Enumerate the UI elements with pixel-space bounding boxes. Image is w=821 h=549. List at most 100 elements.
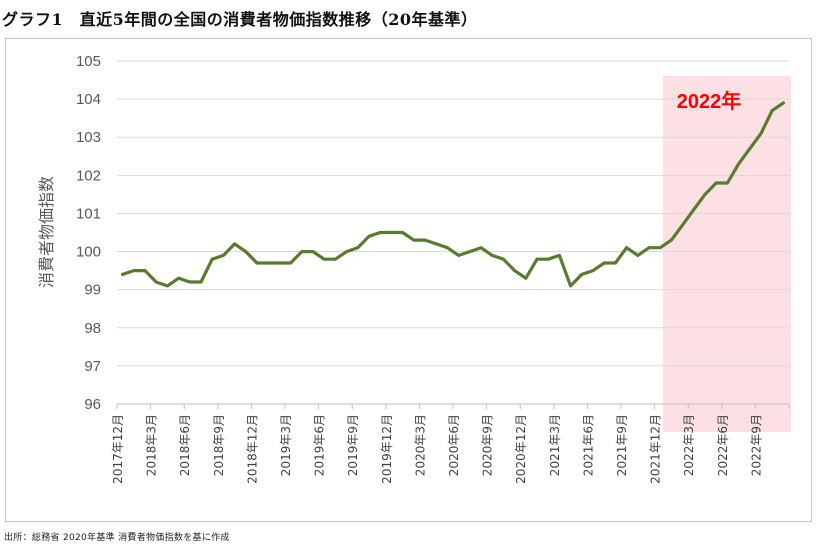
data-point: [199, 280, 203, 284]
cpi-series-line: [120, 101, 786, 288]
data-point: [457, 253, 460, 257]
data-point: [737, 162, 740, 166]
data-point: [244, 250, 248, 253]
data-point: [490, 253, 494, 257]
data-point: [177, 276, 181, 280]
data-point: [121, 273, 124, 276]
data-point: [154, 280, 158, 284]
x-tick-label: 2022年6月: [716, 414, 730, 476]
series-layer: [120, 101, 786, 288]
data-point: [636, 253, 640, 257]
x-tick-label: 2021年12月: [649, 414, 663, 484]
data-point: [647, 246, 651, 250]
data-point: [188, 280, 192, 284]
data-point: [334, 257, 337, 261]
highlight-label: 2022年: [677, 89, 742, 113]
data-point: [546, 257, 550, 261]
data-point: [401, 231, 404, 234]
data-point: [625, 246, 628, 250]
x-tick-label: 2018年9月: [212, 414, 226, 476]
data-point: [670, 238, 673, 242]
x-tick-label: 2021年9月: [615, 414, 629, 476]
data-point: [759, 132, 763, 135]
data-point: [468, 250, 472, 253]
x-tick-label: 2021年3月: [548, 414, 562, 476]
label-layer: 2022年: [677, 89, 742, 113]
data-point: [289, 261, 292, 265]
data-point: [558, 253, 561, 257]
highlight-region-2022: [662, 76, 791, 432]
data-point: [390, 231, 393, 234]
data-point: [658, 246, 662, 250]
x-tick-label: 2020年12月: [514, 414, 528, 484]
data-point: [591, 269, 595, 273]
data-point: [166, 284, 169, 288]
y-axis-label: 消費者物価指数: [37, 176, 56, 288]
data-point: [681, 223, 684, 227]
x-tick-label: 2019年9月: [346, 414, 360, 476]
x-tick-label: 2019年6月: [313, 414, 327, 476]
chart-title: グラフ1 直近5年間の全国の消費者物価指数推移（20年基準）: [2, 10, 478, 29]
y-tick-label: 99: [84, 282, 101, 299]
data-point: [345, 250, 348, 253]
data-point: [233, 242, 237, 246]
data-point: [423, 238, 427, 242]
y-tick-label: 103: [76, 129, 101, 146]
y-tick-label: 96: [84, 396, 101, 413]
data-point: [311, 250, 315, 253]
data-point: [726, 181, 729, 185]
data-point: [412, 238, 416, 242]
data-point: [322, 257, 326, 261]
data-point: [513, 269, 516, 273]
data-point: [210, 257, 214, 261]
x-tick-label: 2020年6月: [447, 414, 461, 476]
x-tick-label: 2019年12月: [380, 414, 394, 484]
data-point: [255, 261, 259, 265]
data-point: [714, 181, 718, 185]
data-point: [614, 261, 617, 265]
data-point: [356, 246, 360, 250]
data-point: [703, 192, 707, 196]
axis-layer: 96 97 98 99 100 101 102 103 104 105 2017年12月 2018年3…: [37, 53, 790, 484]
data-point: [580, 273, 584, 276]
y-tick-label: 98: [84, 320, 101, 337]
data-point: [770, 109, 774, 112]
data-point: [434, 242, 438, 246]
data-point: [446, 246, 449, 250]
data-point: [782, 101, 785, 105]
data-point: [300, 250, 304, 253]
y-tick-label: 105: [76, 53, 101, 70]
x-tick-label: 2019年3月: [279, 414, 293, 476]
x-tick-label: 2017年12月: [111, 414, 125, 484]
data-point: [143, 269, 147, 273]
x-tick-label: 2018年6月: [178, 414, 192, 476]
x-tick-label: 2020年3月: [413, 414, 427, 476]
data-point: [367, 234, 371, 238]
y-tick-label: 101: [76, 205, 101, 222]
x-tick-label: 2022年9月: [749, 414, 763, 476]
data-point: [266, 261, 270, 265]
y-tick-label: 102: [76, 167, 101, 184]
data-point: [502, 257, 505, 261]
data-point: [692, 208, 696, 212]
x-tick-label: 2018年3月: [145, 414, 159, 476]
highlight-layer: [662, 76, 791, 432]
data-point: [132, 269, 136, 273]
data-point: [535, 257, 539, 261]
x-tick-label: 2020年9月: [481, 414, 495, 476]
data-point: [278, 261, 281, 265]
x-tick-label: 2022年3月: [682, 414, 696, 476]
data-point: [479, 246, 483, 250]
data-point: [222, 253, 225, 257]
data-point: [602, 261, 606, 265]
x-tick-label: 2018年12月: [245, 414, 259, 484]
data-point: [569, 284, 572, 288]
data-point: [748, 147, 752, 151]
y-tick-label: 104: [76, 91, 101, 108]
data-point: [378, 231, 382, 234]
y-tick-label: 100: [76, 244, 101, 261]
data-point: [524, 276, 528, 280]
source-note: 出所：総務省 2020年基準 消費者物価指数を基に作成: [4, 533, 230, 543]
y-tick-label: 97: [84, 358, 101, 375]
